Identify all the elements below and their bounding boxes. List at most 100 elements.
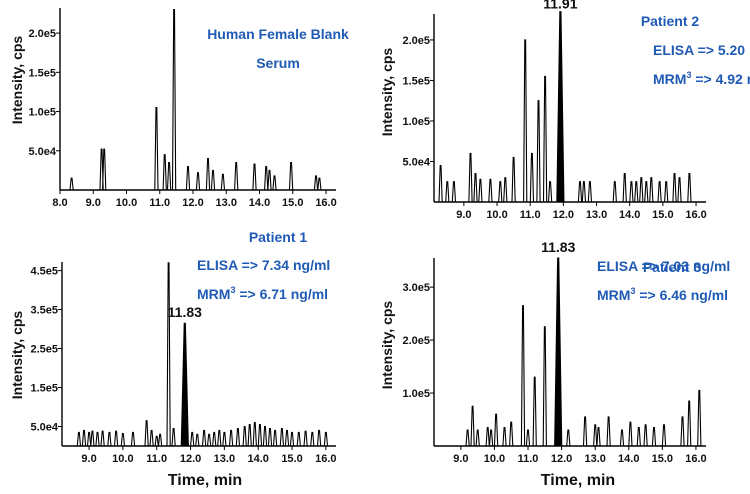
chart-panel-patient-3: Intensity, cps Patient 3 ELISA => 7.03 n…	[379, 239, 707, 465]
x-tick-label: 9.0	[86, 197, 101, 209]
x-tick-label: 10.0	[116, 197, 137, 209]
chart-panel-patient-1: Intensity, cps Patient 1 ELISA => 7.34 n…	[9, 229, 337, 489]
chromatogram-peak	[252, 163, 257, 191]
chromatogram-peak	[166, 262, 171, 447]
chromatogram-peak	[166, 161, 172, 191]
annotation-line: MRM3 => 6.71 ng/ml	[197, 285, 328, 302]
x-tick-label: 15.0	[281, 453, 302, 465]
chromatogram-peak	[313, 175, 319, 191]
chromatogram-peak	[113, 430, 119, 447]
x-tick-label: 12.0	[553, 209, 574, 221]
y-tick-label: 5.0e4	[30, 422, 58, 434]
chromatogram-peak	[644, 181, 649, 203]
chromatogram-peak	[272, 175, 277, 191]
y-tick-label: 2.0e5	[28, 28, 56, 40]
chromatogram-peak	[445, 181, 450, 203]
chromatogram-peak	[95, 431, 100, 447]
chromatogram-peak	[628, 421, 633, 447]
chromatogram-peak	[247, 424, 252, 447]
annotation-line: Patient 3	[643, 259, 702, 275]
annotation-line: Patient 2	[641, 13, 700, 29]
x-tick-label: 13.0	[216, 197, 237, 209]
chromatogram-peak	[310, 431, 315, 447]
annotation-line: ELISA => 7.03 ng/ml	[597, 258, 730, 274]
chromatogram-peak	[606, 416, 611, 447]
chromatogram-peak	[485, 426, 490, 447]
chromatogram-peak	[262, 425, 268, 447]
y-axis-label: Intensity, cps	[379, 48, 395, 137]
chromatogram-peak	[465, 429, 470, 447]
chromatogram-peak	[523, 39, 528, 203]
x-tick-label: 9.0	[456, 209, 471, 221]
chromatogram-peak	[582, 416, 588, 447]
chromatogram-peak	[162, 154, 167, 191]
chromatogram-peak	[520, 305, 526, 447]
chromatogram-peak	[661, 424, 667, 447]
chromatogram-peak	[99, 148, 104, 191]
chromatogram-peak	[120, 432, 126, 447]
chromatogram-peak	[242, 425, 247, 447]
chromatogram-peak	[672, 173, 677, 203]
chromatogram-peak	[90, 430, 95, 447]
chromatogram-peak	[493, 413, 499, 447]
y-tick-label: 5.0e4	[28, 146, 56, 158]
chromatogram-peak	[634, 181, 639, 203]
y-tick-label: 1.0e5	[28, 107, 56, 119]
chromatogram-peak	[195, 172, 201, 191]
chromatogram-peak	[687, 173, 692, 203]
chromatogram-peak	[532, 376, 537, 447]
x-tick-label: 12.0	[180, 453, 201, 465]
x-tick-label: 13.0	[584, 453, 605, 465]
chromatogram-peak	[144, 420, 149, 447]
chromatogram-peak	[257, 424, 263, 447]
chromatogram-peak	[81, 429, 87, 447]
chromatogram-peak	[509, 421, 514, 447]
chromatogram-peak	[107, 431, 112, 447]
chromatogram-peak	[154, 435, 159, 447]
chart-panel-patient-2: Intensity, cps Patient 2 ELISA => 5.20 n…	[379, 0, 750, 221]
chromatogram-peak	[593, 424, 598, 447]
chromatogram-peak	[629, 181, 634, 203]
chromatogram-peak	[498, 181, 503, 203]
chromatogram-peak	[171, 427, 176, 447]
y-tick-label: 1.0e5	[402, 388, 430, 400]
y-axis-label: Intensity, cps	[379, 301, 395, 390]
x-tick-label: 14.0	[618, 453, 639, 465]
chromatogram-peak	[649, 177, 654, 203]
y-tick-label: 2.0e5	[402, 335, 430, 347]
chromatogram-peak	[130, 431, 136, 447]
annotation-line: Human Female Blank	[207, 26, 349, 42]
chromatogram-peak	[619, 429, 625, 447]
chromatogram-peak	[542, 326, 547, 447]
chromatogram-peak	[171, 9, 177, 191]
chromatogram-peak	[267, 427, 273, 447]
y-tick-label: 1.5e5	[30, 383, 58, 395]
chromatogram-peak	[201, 429, 207, 447]
analyte-peak-filled	[180, 322, 189, 447]
chromatogram-peak	[284, 429, 290, 447]
chromatogram-peak	[100, 430, 105, 447]
chromatogram-peak	[234, 161, 239, 191]
chromatogram-peak	[206, 433, 212, 447]
y-axis-label: Intensity, cps	[9, 311, 25, 400]
annotation-line: ELISA => 5.20 ng/ml	[653, 42, 750, 58]
chromatogram-peak	[220, 173, 226, 191]
chromatogram-peak	[76, 431, 82, 447]
chromatogram-peak	[205, 158, 211, 191]
annotation-line: ELISA => 7.34 ng/ml	[197, 257, 330, 273]
chromatogram-peak	[288, 161, 294, 191]
annotation-line: Patient 1	[249, 229, 308, 245]
x-tick-label: 15.0	[652, 209, 673, 221]
chromatogram-peak	[212, 431, 217, 447]
chromatogram-peak	[86, 431, 92, 447]
chromatogram-peak	[102, 148, 107, 191]
chromatogram-peak	[222, 431, 227, 447]
y-tick-label: 4.5e5	[30, 266, 58, 278]
chromatogram-peak	[316, 429, 322, 447]
chromatogram-peak	[536, 100, 541, 203]
chromatogram-peak	[217, 429, 222, 447]
x-tick-label: 13.0	[214, 453, 235, 465]
chromatogram-peak	[657, 181, 662, 203]
x-axis-label: Time, min	[168, 472, 242, 489]
